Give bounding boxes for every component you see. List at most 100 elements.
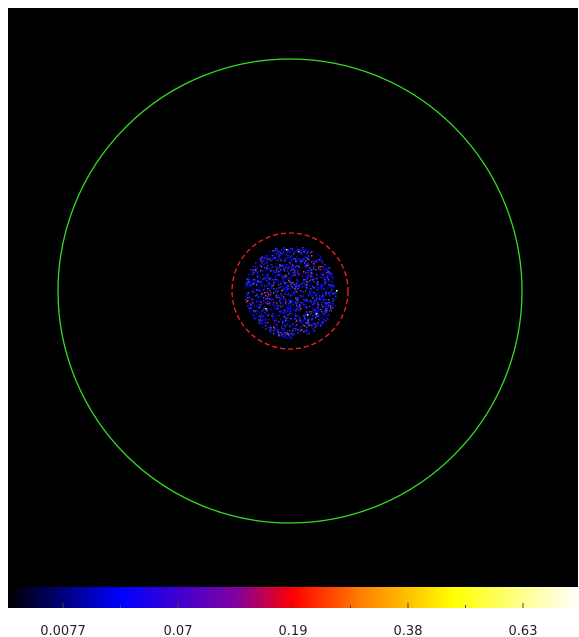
pixel (279, 331, 281, 333)
pixel (303, 279, 305, 281)
pixel (293, 269, 295, 271)
pixel (287, 307, 289, 309)
pixel (292, 249, 294, 251)
pixel (290, 307, 292, 309)
pixel (321, 296, 323, 298)
pixel (273, 292, 275, 294)
pixel (265, 278, 267, 280)
pixel (288, 273, 290, 275)
pixel (321, 304, 323, 306)
pixel (276, 307, 278, 309)
pixel (279, 335, 281, 337)
pixel (298, 285, 300, 287)
pixel (274, 307, 276, 309)
pixel (262, 274, 264, 276)
pixel (320, 325, 322, 327)
pixel (315, 308, 317, 310)
pixel (283, 264, 285, 266)
pixel (298, 265, 300, 267)
pixel (306, 249, 308, 251)
pixel (280, 302, 282, 304)
pixel (290, 261, 292, 263)
pixel (280, 283, 282, 285)
pixel (334, 292, 336, 294)
pixel (262, 327, 264, 329)
pixel (279, 281, 281, 283)
pixel (315, 314, 317, 316)
pixel (308, 333, 310, 335)
pixel (305, 272, 307, 274)
pixel (320, 286, 322, 288)
pixel (257, 276, 259, 278)
pixel (316, 315, 318, 317)
pixel (249, 297, 251, 299)
pixel (322, 266, 324, 268)
pixel (257, 295, 259, 297)
pixel (298, 272, 300, 274)
pixel (303, 299, 305, 301)
pixel (285, 320, 287, 322)
pixel (272, 299, 274, 301)
pixel (287, 255, 289, 257)
pixel (309, 291, 311, 293)
pixel (302, 324, 304, 326)
pixel (281, 277, 283, 279)
pixel (274, 257, 276, 259)
pixel (270, 251, 272, 253)
pixel (296, 299, 298, 301)
pixel (280, 311, 282, 313)
pixel (307, 263, 309, 265)
pixel (295, 258, 297, 260)
pixel (277, 313, 279, 315)
pixel (288, 303, 290, 305)
pixel (325, 290, 327, 292)
pixel (313, 281, 315, 283)
pixel (309, 285, 311, 287)
pixel (309, 293, 311, 295)
pixel (292, 259, 294, 261)
pixel (304, 331, 306, 333)
pixel (286, 287, 288, 289)
pixel (291, 266, 293, 268)
pixel (306, 258, 308, 260)
pixel (280, 318, 282, 320)
pixel (320, 323, 322, 325)
pixel (261, 257, 263, 259)
pixel (306, 278, 308, 280)
pixel (305, 281, 307, 283)
pixel (274, 281, 276, 283)
pixel (281, 295, 283, 297)
pixel (300, 317, 302, 319)
pixel (328, 281, 330, 283)
pixel (273, 302, 275, 304)
pixel (305, 284, 307, 286)
pixel (271, 284, 273, 286)
pixel (290, 336, 292, 338)
pixel (295, 321, 297, 323)
pixel (267, 282, 269, 284)
pixel (306, 257, 308, 259)
pixel (326, 318, 328, 320)
pixel (328, 299, 330, 301)
pixel (321, 287, 323, 289)
pixel (277, 274, 279, 276)
pixel (286, 259, 288, 261)
pixel (319, 295, 321, 297)
pixel (275, 266, 277, 268)
pixel (316, 273, 318, 275)
pixel (268, 278, 270, 280)
pixel (312, 318, 314, 320)
pixel (282, 334, 284, 336)
pixel (294, 309, 296, 311)
pixel (323, 296, 325, 298)
pixel (282, 312, 284, 314)
pixel (288, 336, 290, 338)
pixel (268, 309, 270, 311)
pixel (290, 302, 292, 304)
pixel (270, 294, 272, 296)
pixel (314, 323, 316, 325)
pixel (326, 310, 328, 312)
pixel (282, 265, 284, 267)
pixel (270, 332, 272, 334)
